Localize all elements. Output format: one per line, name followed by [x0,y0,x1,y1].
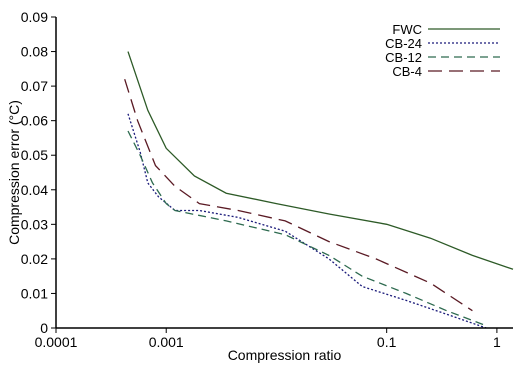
x-axis-ticks: 0.0001 0.001 0.1 1 [35,328,501,350]
y-tick-label: 0.01 [21,285,48,301]
series-line-fwc [127,51,514,270]
y-tick-label: 0.07 [21,78,48,94]
legend-label-fwc: FWC [392,22,422,37]
y-tick-label: 0.02 [21,251,48,267]
y-tick-label: 0.06 [21,113,48,129]
series-line-cb-12 [127,130,484,326]
series-line-cb-24 [127,113,487,329]
x-tick-label: 0.1 [377,334,397,350]
series-lines [124,51,514,329]
legend-label-cb-24: CB-24 [385,36,422,51]
x-tick-label: 1 [493,334,501,350]
y-tick-label: 0.04 [21,182,48,198]
y-tick-label: 0.08 [21,44,48,60]
legend-label-cb-4: CB-4 [392,64,422,79]
y-tick-label: 0 [40,320,48,336]
y-axis-label: Compression error (°C) [6,100,22,245]
series-line-cb-4 [124,79,473,312]
x-tick-label: 0.001 [149,334,184,350]
y-tick-label: 0.05 [21,147,48,163]
legend-label-cb-12: CB-12 [385,50,422,65]
y-tick-label: 0.03 [21,216,48,232]
x-axis-label: Compression ratio [228,347,342,363]
y-axis-ticks: 0 0.01 0.02 0.03 0.04 0.05 0.06 0.07 0.08 0.09 [21,9,56,336]
y-tick-label: 0.09 [21,9,48,25]
x-tick-label: 0.0001 [35,334,78,350]
